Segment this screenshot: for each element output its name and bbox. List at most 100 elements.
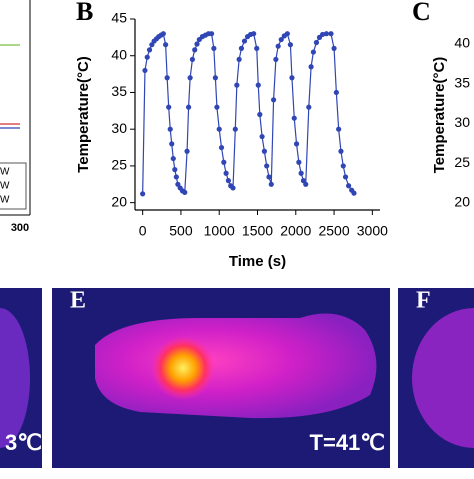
panel-label: E — [70, 288, 86, 314]
data-point — [303, 181, 309, 187]
legend — [0, 162, 27, 210]
y-tick-label: 30 — [111, 120, 127, 136]
panel-label: B — [76, 0, 93, 26]
data-point — [275, 43, 281, 49]
data-point — [273, 56, 279, 63]
data-point — [211, 45, 217, 51]
data-point — [223, 170, 229, 176]
data-point — [225, 178, 232, 184]
body — [95, 313, 377, 419]
data-point — [214, 104, 220, 110]
data-point — [221, 159, 227, 165]
x-axis-label: Time (s) — [229, 253, 286, 270]
data-point — [182, 189, 188, 195]
data-point — [140, 191, 146, 197]
data-point — [184, 148, 190, 154]
y-tick-label: 40 — [454, 35, 470, 51]
data-point — [261, 148, 267, 154]
data-point — [287, 42, 294, 48]
data-point — [232, 126, 238, 132]
data-point — [328, 31, 334, 37]
x-tick-label: 1500 — [242, 223, 273, 239]
data-point — [218, 144, 225, 151]
y-tick-label: 35 — [111, 83, 127, 99]
data-point — [291, 115, 297, 121]
data-point — [257, 111, 263, 118]
data-point — [164, 75, 170, 81]
data-point — [172, 166, 178, 173]
data-point — [264, 163, 270, 169]
annotation: T=41℃ — [310, 430, 385, 455]
y-tick-label: 20 — [111, 193, 127, 209]
data-point — [293, 141, 300, 147]
data-point — [170, 155, 176, 162]
x-tick-label: 500 — [169, 223, 193, 239]
data-point — [238, 45, 245, 51]
x-tick-label: 3000 — [357, 223, 388, 239]
data-point — [169, 141, 175, 147]
y-tick-label: 35 — [454, 74, 470, 90]
y-axis-label: Temperature(°C) — [431, 57, 448, 174]
data-point — [336, 126, 342, 132]
data-point — [234, 82, 240, 88]
data-point — [208, 31, 215, 37]
data-point — [259, 133, 265, 140]
hot-spot — [151, 336, 215, 400]
data-point — [166, 104, 172, 110]
legend-label: W — [0, 195, 10, 206]
data-point — [173, 174, 179, 180]
data-point — [142, 67, 148, 74]
y-tick-label: 25 — [111, 157, 127, 173]
x-tick-label: 0 — [139, 223, 147, 239]
data-point — [284, 31, 290, 37]
data-point — [331, 45, 337, 51]
data-point — [236, 56, 242, 63]
data-point — [187, 75, 193, 81]
data-point — [163, 42, 169, 48]
data-point — [212, 75, 218, 81]
y-tick-label: 40 — [111, 46, 127, 62]
body — [412, 308, 474, 448]
y-axis-label: Temperature(°C) — [75, 56, 92, 173]
data-point — [278, 36, 284, 43]
data-point — [306, 104, 312, 110]
data-point — [289, 75, 295, 81]
data-point — [185, 104, 192, 110]
data-point — [342, 174, 349, 180]
annotation: 3℃ — [5, 430, 42, 455]
panel-label: F — [416, 288, 431, 314]
data-point — [310, 49, 316, 55]
panel-label: C — [412, 0, 431, 26]
data-point — [340, 163, 346, 169]
data-point — [254, 45, 260, 51]
data-point — [323, 31, 330, 37]
data-point — [268, 181, 274, 187]
data-point — [230, 185, 236, 191]
data-point — [308, 64, 314, 70]
data-point — [251, 31, 257, 37]
data-point — [216, 126, 222, 132]
data-point — [333, 89, 339, 96]
data-point — [144, 54, 150, 60]
body — [0, 308, 30, 448]
legend-label: W — [0, 181, 10, 192]
x-tick-label: 2500 — [318, 223, 349, 239]
data-point — [296, 159, 302, 165]
data-point — [194, 41, 200, 47]
data-point — [192, 47, 198, 53]
data-point — [255, 82, 261, 88]
legend-label: W — [0, 167, 10, 178]
data-point — [167, 126, 173, 132]
data-point — [313, 39, 320, 46]
data-point — [338, 148, 344, 154]
data-point — [266, 174, 272, 180]
data-point — [146, 47, 153, 53]
x-tick-label: 300 — [11, 222, 29, 234]
y-tick-label: 45 — [111, 10, 127, 26]
data-point — [298, 170, 304, 176]
data-point — [160, 31, 166, 37]
x-tick-label: 1000 — [204, 223, 235, 239]
y-tick-label: 25 — [454, 154, 470, 170]
